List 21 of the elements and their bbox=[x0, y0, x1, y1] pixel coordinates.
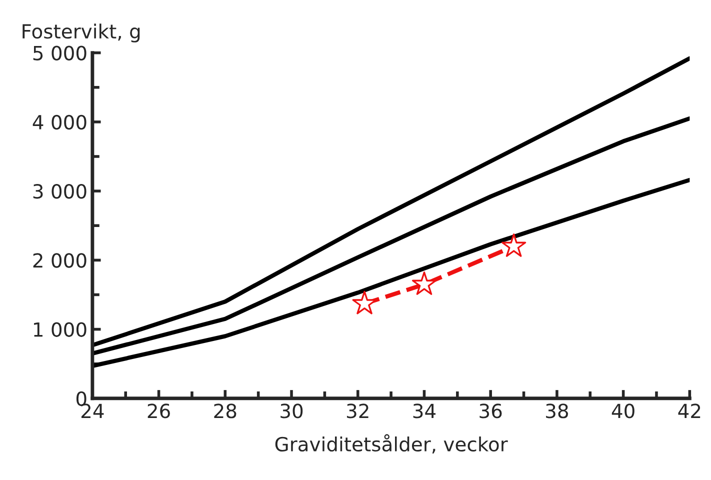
point bbox=[412, 271, 437, 295]
x-tick-label: 32 bbox=[346, 404, 368, 418]
line-series bbox=[92, 116, 690, 356]
x-tick-label: 40 bbox=[612, 404, 634, 418]
point bbox=[502, 233, 526, 257]
x-tick-label: 26 bbox=[148, 404, 170, 418]
line-series bbox=[92, 56, 690, 348]
x-tick-label: 34 bbox=[413, 404, 436, 418]
y-tick-label: 1 000 bbox=[34, 322, 86, 337]
y-tick-label: 5 000 bbox=[33, 46, 86, 60]
line-series bbox=[92, 178, 690, 368]
x-tick-label: 38 bbox=[546, 404, 568, 418]
x-tick-label: 42 bbox=[678, 404, 700, 418]
x-axis-title: Graviditetsålder, veckor bbox=[275, 434, 508, 454]
y-tick-label: 4 000 bbox=[32, 114, 86, 130]
x-tick-label: 30 bbox=[280, 404, 303, 418]
x-tick-label: 28 bbox=[214, 404, 236, 418]
y-tick-label: 3 000 bbox=[33, 184, 86, 199]
x-tick-label: 36 bbox=[480, 404, 502, 418]
y-tick-label: 2 000 bbox=[33, 253, 86, 268]
y-axis-title: Fostervikt, g bbox=[22, 24, 140, 42]
